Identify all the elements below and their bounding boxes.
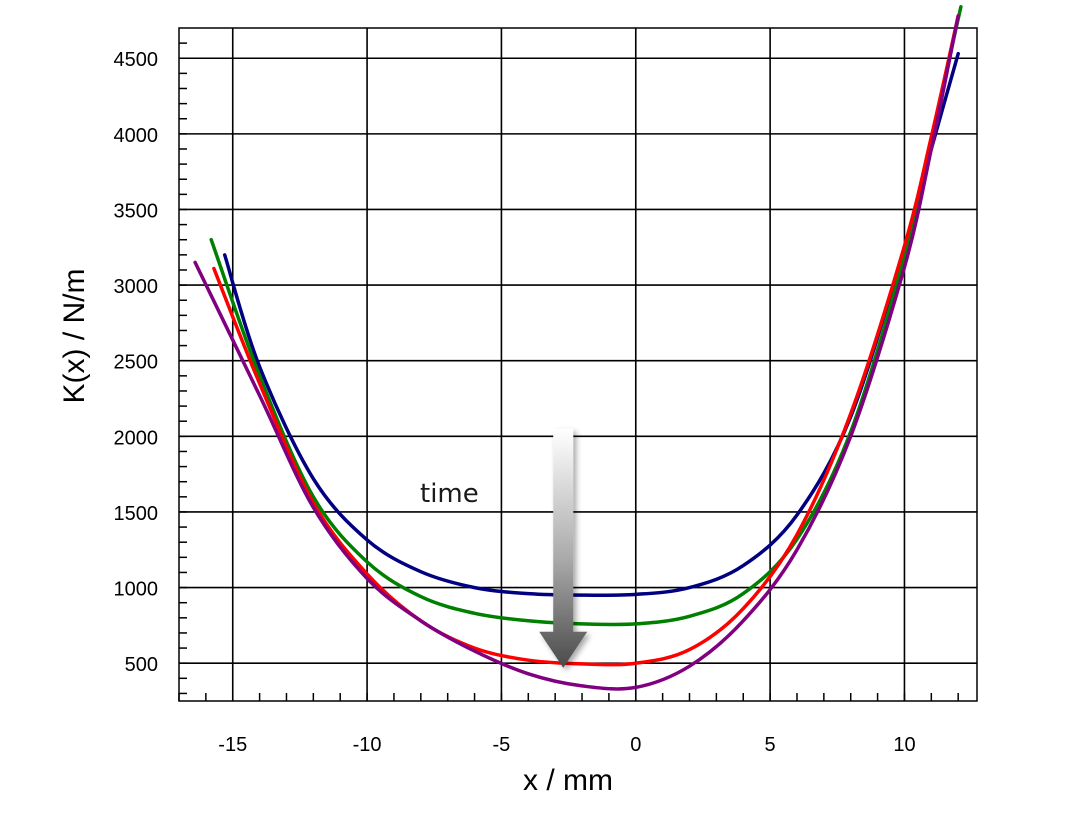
series-line-2 — [209, 5, 963, 627]
y-tick-label: 500 — [125, 654, 158, 676]
x-axis-title: x / mm — [523, 764, 613, 797]
time-arrow — [539, 428, 588, 668]
y-tick-label: 4500 — [114, 49, 159, 71]
plot-area — [178, 27, 978, 702]
x-tick-label: -15 — [218, 734, 247, 756]
y-tick-label: 1500 — [114, 503, 159, 525]
minor-ticks — [178, 42, 959, 701]
series-line-4 — [193, 14, 960, 691]
time-annotation: time — [420, 479, 479, 509]
y-tick-label: 3500 — [114, 200, 159, 222]
x-tick-labels: -15 -10 -5 0 5 10 — [218, 734, 915, 756]
y-tick-label: 2500 — [114, 352, 159, 374]
grid — [179, 28, 977, 701]
x-tick-label: -5 — [493, 734, 511, 756]
series-layer — [193, 5, 963, 691]
x-tick-label: 0 — [630, 734, 641, 756]
x-tick-label: 5 — [765, 734, 776, 756]
y-tick-labels: 500 1000 1500 2000 2500 3000 3500 4000 4500 — [114, 49, 159, 676]
y-tick-label: 4000 — [114, 125, 159, 147]
x-tick-label: 10 — [893, 734, 915, 756]
y-tick-label: 3000 — [114, 276, 159, 298]
x-tick-label: -10 — [353, 734, 382, 756]
series-line-3 — [212, 14, 960, 667]
y-axis-title: K(x) / N/m — [58, 269, 91, 404]
y-tick-label: 1000 — [114, 579, 159, 601]
y-tick-label: 2000 — [114, 427, 159, 449]
